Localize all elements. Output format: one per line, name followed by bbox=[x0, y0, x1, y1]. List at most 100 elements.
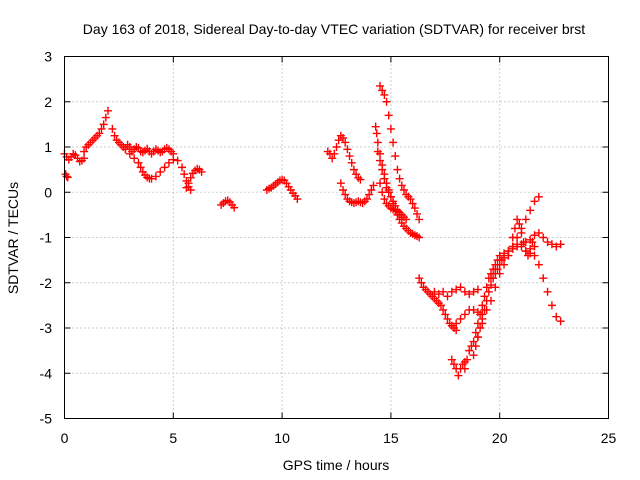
series-arc-17 bbox=[452, 305, 487, 328]
data-point-marker bbox=[480, 292, 489, 301]
data-point-marker bbox=[376, 81, 385, 90]
data-point-marker bbox=[410, 204, 419, 213]
data-point-marker bbox=[504, 247, 513, 256]
data-point-marker bbox=[336, 179, 345, 188]
data-point-marker bbox=[528, 238, 537, 247]
data-point-marker bbox=[341, 138, 350, 147]
data-point-marker bbox=[530, 231, 539, 240]
data-point-marker bbox=[186, 185, 195, 194]
data-point-marker bbox=[450, 360, 459, 369]
data-point-marker bbox=[513, 215, 522, 224]
data-point-marker bbox=[441, 310, 450, 319]
data-point-marker bbox=[491, 283, 500, 292]
series-arc-04 bbox=[108, 124, 178, 158]
data-point-marker bbox=[97, 124, 106, 133]
data-point-marker bbox=[495, 269, 504, 278]
data-point-marker bbox=[164, 158, 173, 167]
data-point-marker bbox=[476, 324, 485, 332]
data-point-marker bbox=[365, 190, 374, 199]
data-point-marker bbox=[452, 285, 461, 294]
data-point-marker bbox=[417, 278, 426, 287]
data-point-marker bbox=[547, 240, 556, 249]
y-axis-label: SDTVAR / TECUs bbox=[5, 182, 21, 294]
data-point-marker bbox=[460, 310, 469, 319]
data-point-marker bbox=[517, 228, 526, 237]
data-point-marker bbox=[356, 175, 365, 184]
data-point-marker bbox=[386, 192, 395, 201]
data-point-marker bbox=[101, 113, 110, 122]
data-point-marker bbox=[376, 156, 385, 165]
data-point-marker bbox=[476, 310, 485, 319]
plot-frame bbox=[64, 56, 609, 419]
data-point-marker bbox=[362, 195, 371, 204]
data-point-marker bbox=[521, 247, 530, 256]
data-point-marker bbox=[456, 314, 465, 323]
data-point-marker bbox=[543, 287, 552, 296]
data-point-marker bbox=[443, 292, 452, 301]
chart-title: Day 163 of 2018, Sidereal Day-to-day VTE… bbox=[83, 21, 585, 37]
series-arc-08 bbox=[262, 175, 302, 204]
data-point-marker bbox=[434, 290, 443, 299]
data-point-marker bbox=[391, 152, 400, 161]
data-point-marker bbox=[134, 158, 143, 167]
data-point-marker bbox=[521, 215, 530, 224]
data-point-marker bbox=[539, 233, 548, 242]
data-point-marker bbox=[486, 281, 495, 290]
data-point-marker bbox=[173, 156, 182, 165]
data-point-marker bbox=[443, 314, 452, 323]
data-point-marker bbox=[482, 305, 491, 314]
data-point-marker bbox=[447, 355, 456, 364]
data-point-marker bbox=[495, 256, 504, 265]
data-point-marker bbox=[473, 285, 482, 294]
data-point-marker bbox=[406, 195, 415, 204]
data-point-marker bbox=[413, 209, 422, 218]
data-point-marker bbox=[447, 287, 456, 296]
series-arc-14 bbox=[373, 147, 406, 222]
data-point-marker bbox=[380, 90, 389, 99]
data-point-marker bbox=[378, 165, 387, 174]
series-arc-05 bbox=[121, 145, 195, 194]
data-point-marker bbox=[293, 195, 302, 204]
series-arc-10 bbox=[336, 179, 378, 208]
data-point-marker bbox=[391, 201, 400, 210]
x-tick-label: 25 bbox=[601, 430, 617, 446]
series-arc-07 bbox=[217, 196, 239, 212]
y-tick-label: -2 bbox=[40, 275, 53, 291]
data-point-marker bbox=[415, 215, 424, 224]
series-arc-23 bbox=[504, 240, 565, 326]
data-point-marker bbox=[367, 185, 376, 194]
y-tick-label: -3 bbox=[40, 320, 53, 336]
data-point-marker bbox=[345, 152, 354, 161]
data-point-marker bbox=[130, 154, 139, 163]
y-tick-label: 0 bbox=[44, 184, 52, 200]
data-point-marker bbox=[376, 179, 385, 188]
data-point-marker bbox=[121, 145, 130, 154]
data-point-marker bbox=[184, 179, 193, 188]
data-point-marker bbox=[160, 163, 169, 172]
data-point-marker bbox=[382, 97, 391, 106]
data-point-marker bbox=[508, 233, 517, 242]
data-point-marker bbox=[180, 170, 189, 179]
series-arc-03 bbox=[80, 106, 113, 156]
data-point-marker bbox=[539, 274, 548, 283]
data-point-marker bbox=[399, 185, 408, 194]
data-point-marker bbox=[347, 158, 356, 167]
series-arc-02 bbox=[61, 170, 72, 182]
series-arc-15 bbox=[415, 274, 461, 335]
data-point-marker bbox=[465, 346, 474, 355]
data-point-marker bbox=[408, 199, 417, 208]
data-point-marker bbox=[513, 240, 522, 249]
data-point-marker bbox=[341, 190, 350, 199]
data-point-marker bbox=[465, 290, 474, 299]
x-tick-label: 10 bbox=[274, 430, 290, 446]
series-arc-06 bbox=[182, 164, 206, 192]
data-point-marker bbox=[547, 301, 556, 310]
data-point-marker bbox=[63, 173, 72, 182]
data-point-marker bbox=[389, 197, 398, 206]
y-tick-labels: -5 -4 -3 -2 -1 0 1 2 3 bbox=[40, 49, 53, 427]
data-point-marker bbox=[369, 181, 378, 190]
data-point-marker bbox=[552, 312, 561, 321]
data-point-marker bbox=[230, 203, 239, 212]
x-axis-label: GPS time / hours bbox=[283, 457, 390, 473]
data-point-marker bbox=[378, 86, 387, 95]
